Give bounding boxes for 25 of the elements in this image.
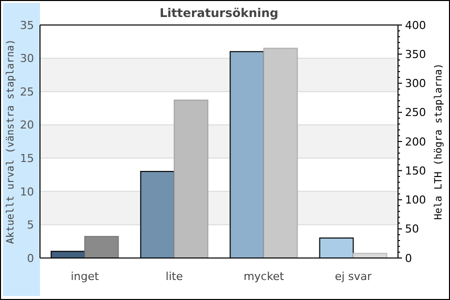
y2-tick-label: 350 (405, 48, 426, 61)
y2-tick-label: 100 (405, 194, 426, 207)
y-tick-label: 35 (20, 18, 34, 32)
chart-title: Litteratursökning (160, 6, 278, 20)
y2-tick-label: 300 (405, 77, 426, 90)
y2-tick-label: 150 (405, 164, 426, 178)
y2-axis-title: Hela LTH (högra staplarna) (434, 63, 444, 220)
y2-tick-label: 250 (405, 106, 426, 120)
y-tick-label: 10 (20, 185, 34, 198)
y-tick-label: 15 (20, 152, 34, 165)
x-tick-label: inget (70, 270, 100, 283)
bar (84, 236, 119, 258)
y-axis-title: Aktuellt urval (vänstra staplarna) (6, 39, 16, 244)
y-tick-label: 5 (27, 218, 34, 232)
y2-tick-label: 400 (405, 18, 426, 32)
x-tick-label: ej svar (334, 270, 372, 283)
x-tick-label: lite (166, 270, 184, 283)
x-tick-label: mycket (244, 270, 285, 283)
y2-tick-label: 50 (405, 222, 419, 236)
y-tick-label: 0 (27, 252, 34, 265)
y-tick-label: 25 (20, 85, 34, 98)
y-tick-label: 20 (20, 118, 34, 132)
y-tick-label: 30 (20, 52, 34, 66)
y2-tick-label: 0 (405, 252, 412, 265)
y2-tick-label: 200 (405, 135, 426, 148)
